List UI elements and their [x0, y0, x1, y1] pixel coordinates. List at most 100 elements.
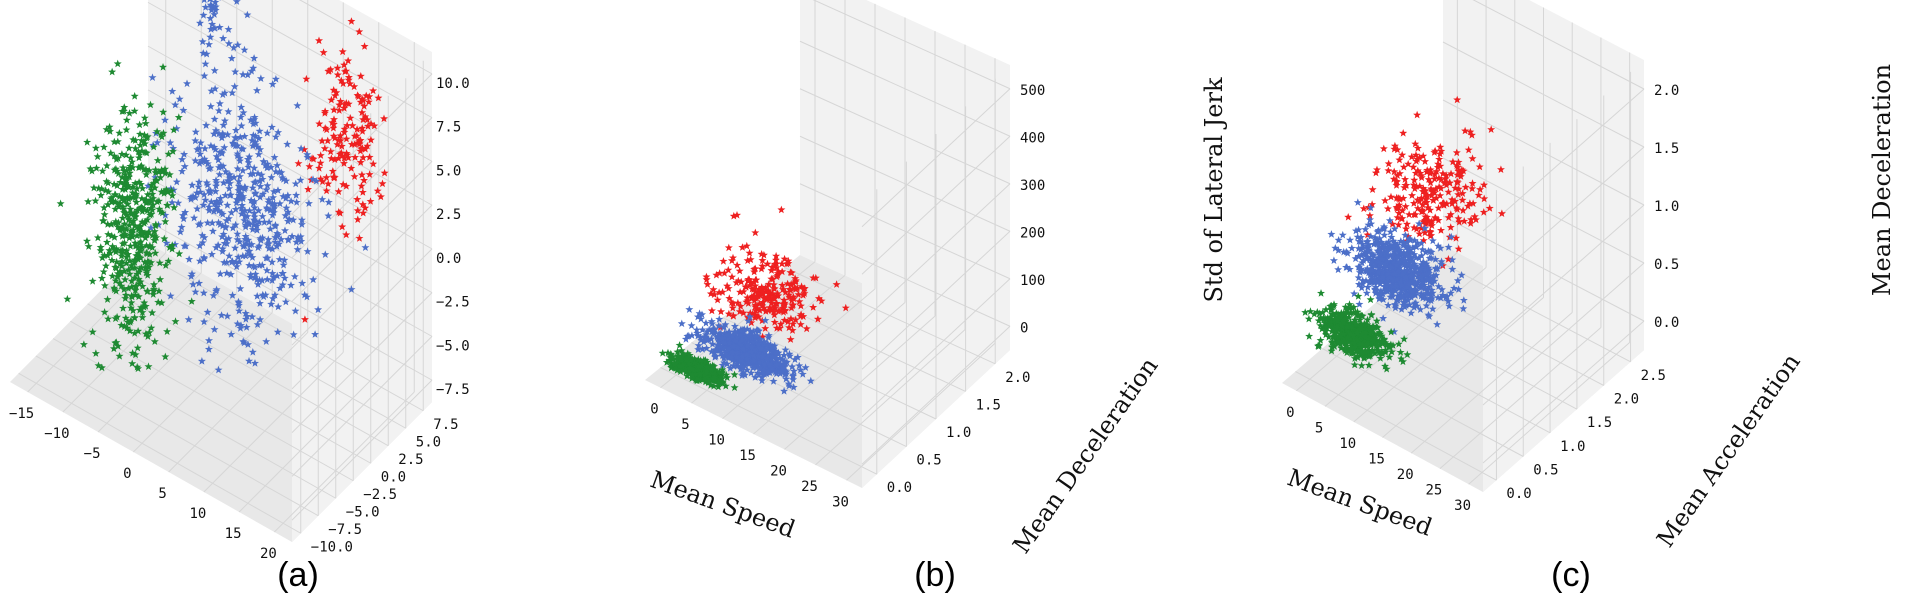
data-point — [201, 144, 209, 153]
data-point — [772, 251, 781, 260]
data-point — [250, 203, 259, 212]
data-point — [1410, 223, 1419, 232]
data-point — [719, 257, 728, 265]
data-point — [1404, 259, 1413, 268]
data-point — [750, 292, 759, 300]
data-point — [244, 236, 253, 244]
data-point — [236, 113, 245, 121]
data-point — [333, 140, 342, 148]
data-point — [222, 239, 231, 248]
data-point — [1392, 203, 1401, 211]
data-point — [113, 59, 122, 68]
data-point — [214, 241, 223, 249]
data-point — [172, 124, 181, 132]
z-tick-label: 0 — [1020, 320, 1028, 336]
data-point — [131, 241, 140, 250]
z-tick-label: 500 — [1020, 83, 1045, 99]
data-point — [1444, 188, 1453, 196]
data-point — [1464, 202, 1472, 210]
data-point — [1329, 319, 1338, 328]
data-point — [195, 178, 203, 186]
data-point — [1357, 361, 1366, 369]
data-point — [725, 294, 734, 302]
data-point — [1373, 330, 1382, 338]
data-point — [1407, 308, 1416, 317]
data-point — [665, 356, 674, 364]
data-point — [797, 282, 806, 290]
data-point — [121, 275, 130, 284]
data-point — [1380, 335, 1389, 344]
data-point — [149, 290, 158, 298]
data-point — [1357, 321, 1366, 329]
data-point — [274, 128, 283, 136]
data-point — [193, 204, 202, 213]
data-point — [334, 187, 343, 196]
data-point — [118, 257, 126, 266]
data-point — [100, 210, 109, 218]
data-point — [210, 129, 218, 138]
data-point — [231, 220, 240, 229]
data-point — [140, 113, 149, 122]
data-point — [246, 273, 255, 281]
data-point — [118, 194, 127, 203]
data-point — [233, 40, 242, 49]
data-point — [226, 270, 235, 278]
data-point — [1363, 320, 1372, 329]
data-point — [1437, 175, 1446, 184]
data-point — [247, 196, 256, 204]
data-point — [688, 365, 697, 373]
data-point — [735, 266, 744, 275]
data-point — [1426, 169, 1435, 177]
data-point — [235, 237, 244, 246]
data-point — [736, 302, 745, 310]
data-point — [178, 167, 186, 175]
data-point — [131, 136, 140, 144]
data-point — [269, 208, 278, 217]
data-point — [89, 183, 98, 192]
data-point — [1409, 162, 1418, 171]
data-point — [751, 338, 760, 347]
data-point — [322, 125, 331, 134]
data-point — [228, 88, 237, 97]
data-point — [112, 257, 121, 266]
data-point — [124, 181, 133, 189]
data-point — [789, 300, 798, 309]
data-point — [170, 203, 179, 211]
data-point — [1389, 237, 1398, 245]
data-point — [218, 90, 227, 99]
data-point — [770, 310, 779, 319]
data-point — [1487, 125, 1496, 133]
data-point — [344, 153, 353, 162]
data-point — [161, 169, 170, 177]
data-point — [120, 219, 129, 228]
data-point — [718, 334, 727, 342]
data-point — [245, 206, 254, 215]
data-point — [1454, 285, 1463, 293]
data-point — [1419, 187, 1428, 195]
data-point — [715, 288, 724, 296]
data-point — [1332, 322, 1341, 331]
data-point — [208, 227, 217, 235]
data-point — [722, 348, 731, 357]
data-point — [281, 297, 290, 306]
data-point — [767, 266, 776, 274]
data-point — [263, 159, 272, 168]
data-point — [134, 147, 143, 156]
data-point — [318, 136, 327, 145]
data-point — [789, 367, 798, 375]
data-point — [224, 25, 233, 33]
data-point — [137, 194, 146, 202]
data-point — [200, 155, 209, 163]
data-point — [279, 192, 288, 200]
data-point — [271, 132, 280, 141]
data-point — [1341, 313, 1350, 321]
data-point — [200, 253, 208, 261]
data-point — [239, 70, 247, 78]
data-point — [199, 288, 208, 297]
data-point — [202, 49, 211, 58]
data-point — [224, 107, 233, 116]
data-point — [256, 74, 265, 82]
data-point — [1313, 308, 1322, 316]
data-point — [750, 267, 759, 276]
data-point — [1425, 289, 1433, 298]
